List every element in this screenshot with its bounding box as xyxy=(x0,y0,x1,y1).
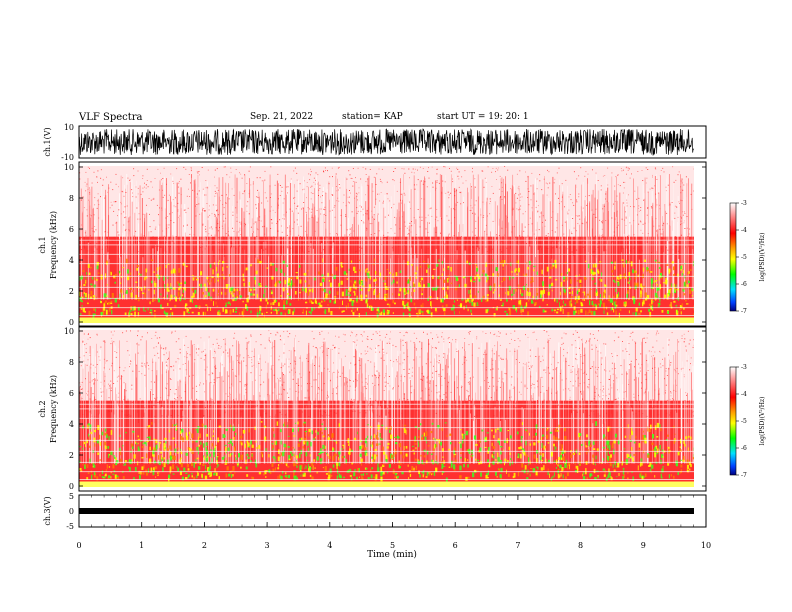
station-label: station= KAP xyxy=(342,112,403,122)
ch2-channel-label: ch.2 xyxy=(38,400,47,417)
spectrogram-ytick: 8 xyxy=(69,194,74,203)
ch1-frequency-label: Frequency (kHz) xyxy=(49,211,58,279)
ch2-spectrogram-image xyxy=(79,330,694,487)
ch3-waveform-trace xyxy=(79,508,694,514)
ch3-waveform-panel: 5 0 -5 ch.3(V) 0 1 2 3 4 5 6 7 8 9 10 Time (min) xyxy=(43,492,711,560)
colorbar-tick-label: -5 xyxy=(741,418,747,425)
colorbar-1: -3 -4 -5 -6 -7 log(PSD)(V²/Hz) xyxy=(729,200,766,315)
spectrogram-ytick: 4 xyxy=(69,256,74,265)
ch1-waveform-panel: 10 -10 ch.1(V) xyxy=(43,123,707,162)
colorbar-tick-label: -5 xyxy=(741,254,747,261)
ch2-spectrogram-frame xyxy=(78,325,707,492)
ch1-waveform-ylabel: ch.1(V) xyxy=(43,127,52,156)
colorbar-tick-label: -7 xyxy=(741,472,747,479)
x-tick-label: 3 xyxy=(265,541,270,550)
ch1-waveform-trace xyxy=(78,128,695,157)
colorbar-tick-label: -3 xyxy=(741,364,747,371)
colorbar-2-label: log(PSD)(V²/Hz) xyxy=(759,397,766,446)
colorbar-tick-label: -3 xyxy=(741,200,747,207)
ch3-ytick-mid: 0 xyxy=(69,507,74,516)
x-tick-label: 0 xyxy=(76,541,81,550)
x-tick-label: 10 xyxy=(701,541,711,550)
spectrogram-ytick: 6 xyxy=(69,225,74,234)
spectrogram-ytick: 2 xyxy=(69,287,74,296)
spectrogram-ytick: 0 xyxy=(69,318,74,327)
ch3-ytick-top: 5 xyxy=(69,492,74,501)
spectrogram-ytick: 0 xyxy=(69,482,74,491)
spectrogram-ytick: 10 xyxy=(64,327,74,336)
spectrogram-ytick: 10 xyxy=(64,163,74,172)
date-label: Sep. 21, 2022 xyxy=(250,112,314,122)
spectrogram-ytick: 4 xyxy=(69,420,74,429)
ch2-spectrogram-panel: 10 8 6 4 2 0 ch.2 Frequency (kHz) xyxy=(38,325,707,492)
colorbar-1-gradient xyxy=(729,202,737,312)
colorbar-tick-label: -4 xyxy=(741,391,747,398)
colorbar-2: -3 -4 -5 -6 -7 log(PSD)(V²/Hz) xyxy=(729,364,766,479)
x-axis-label: Time (min) xyxy=(367,549,417,560)
start-time-label: start UT = 19: 20: 1 xyxy=(437,112,529,122)
x-tick-label: 1 xyxy=(139,541,144,550)
x-tick-label: 7 xyxy=(515,541,520,550)
colorbar-tick-label: -6 xyxy=(741,281,747,288)
ch1-channel-label: ch.1 xyxy=(38,236,47,253)
ch3-ytick-bottom: -5 xyxy=(66,522,74,531)
ch1-ytick-bottom: -10 xyxy=(61,153,74,162)
chart-title: VLF Spectra xyxy=(79,112,143,123)
ch3-waveform-ylabel: ch.3(V) xyxy=(43,496,52,525)
x-tick-label: 2 xyxy=(202,541,207,550)
ch1-spectrogram-image xyxy=(79,166,694,323)
colorbar-2-gradient xyxy=(729,366,737,476)
colorbar-tick-label: -6 xyxy=(741,445,747,452)
x-tick-label: 6 xyxy=(453,541,458,550)
spectrogram-ytick: 8 xyxy=(69,358,74,367)
colorbar-tick-label: -4 xyxy=(741,227,747,234)
x-tick-label: 5 xyxy=(390,541,395,550)
ch1-spectrogram-frame xyxy=(78,161,707,328)
colorbar-tick-label: -7 xyxy=(741,308,747,315)
x-tick-label: 9 xyxy=(641,541,646,550)
ch1-ytick-top: 10 xyxy=(64,123,74,132)
x-tick-label: 8 xyxy=(578,541,583,550)
spectrogram-ytick: 2 xyxy=(69,451,74,460)
colorbar-1-label: log(PSD)(V²/Hz) xyxy=(759,233,766,282)
x-tick-label: 4 xyxy=(327,541,332,550)
spectrogram-ytick: 6 xyxy=(69,389,74,398)
ch2-frequency-label: Frequency (kHz) xyxy=(49,375,58,443)
ch1-spectrogram-panel: 10 8 6 4 2 0 ch.1 Frequency (kHz) xyxy=(38,161,707,328)
